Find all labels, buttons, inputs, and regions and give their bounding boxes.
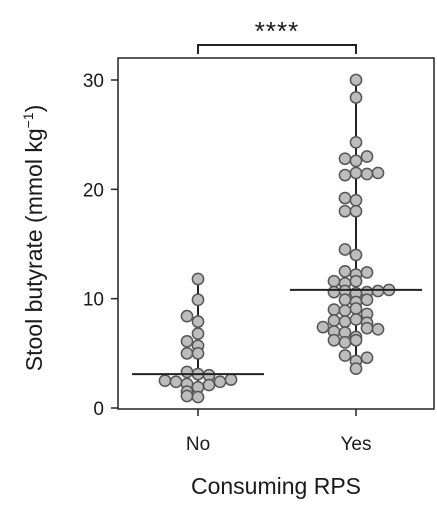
data-point bbox=[191, 272, 205, 286]
data-point bbox=[349, 302, 363, 315]
data-point bbox=[360, 167, 374, 181]
y-axis-title-close: ) bbox=[21, 105, 47, 113]
data-point bbox=[327, 274, 341, 288]
data-point bbox=[191, 390, 205, 404]
significance-bracket-line bbox=[197, 44, 357, 54]
data-point bbox=[338, 336, 352, 349]
data-point bbox=[349, 333, 363, 347]
data-point bbox=[349, 166, 363, 180]
data-point bbox=[360, 150, 374, 163]
data-point bbox=[191, 346, 205, 360]
data-point bbox=[360, 293, 374, 307]
data-point bbox=[327, 285, 341, 299]
data-point bbox=[202, 378, 216, 392]
plot-frame bbox=[117, 57, 435, 410]
data-point bbox=[349, 362, 363, 375]
data-point bbox=[349, 91, 363, 104]
y-axis-title-main: Stool butyrate (mmol kg bbox=[21, 128, 47, 371]
data-point bbox=[349, 73, 363, 87]
x-tick-label: No bbox=[186, 434, 210, 455]
significance-label: **** bbox=[255, 16, 299, 46]
data-point bbox=[360, 266, 374, 279]
y-tick-label: 20 bbox=[83, 180, 104, 201]
data-point bbox=[349, 274, 363, 288]
data-point bbox=[191, 315, 205, 328]
data-point bbox=[338, 264, 352, 278]
data-point bbox=[349, 313, 363, 326]
x-axis-ticks: No Yes bbox=[186, 409, 372, 455]
data-point bbox=[349, 154, 363, 168]
data-point bbox=[191, 327, 205, 341]
data-point bbox=[191, 293, 205, 307]
y-tick-label: 10 bbox=[83, 290, 104, 311]
data-point bbox=[316, 320, 330, 334]
data-point bbox=[338, 152, 352, 166]
y-axis-title: Stool butyrate (mmol kg−1) bbox=[20, 105, 47, 372]
data-point bbox=[327, 314, 341, 327]
data-point bbox=[371, 322, 385, 336]
data-point bbox=[180, 334, 194, 348]
data-point bbox=[349, 204, 363, 218]
x-tick-label: Yes bbox=[341, 434, 372, 455]
data-point bbox=[180, 309, 194, 323]
data-point bbox=[338, 243, 352, 256]
data-point bbox=[338, 168, 352, 182]
data-point bbox=[338, 304, 352, 318]
data-point bbox=[213, 375, 227, 389]
data-point bbox=[349, 135, 363, 149]
data-point bbox=[371, 284, 385, 298]
data-point bbox=[349, 248, 363, 262]
series-layer bbox=[132, 73, 422, 404]
data-point bbox=[224, 373, 238, 386]
significance-bracket: **** bbox=[197, 16, 357, 54]
x-axis-title: Consuming RPS bbox=[191, 473, 361, 499]
data-point bbox=[360, 351, 374, 365]
data-point bbox=[180, 365, 194, 379]
data-point bbox=[371, 166, 385, 180]
data-point bbox=[349, 193, 363, 207]
y-tick-label: 30 bbox=[83, 71, 104, 92]
data-point bbox=[338, 315, 352, 328]
y-tick-label: 0 bbox=[93, 399, 104, 420]
data-point bbox=[338, 204, 352, 218]
data-point bbox=[360, 321, 374, 335]
data-point bbox=[327, 303, 341, 316]
data-point bbox=[180, 346, 194, 360]
y-axis-title-superscript: −1 bbox=[20, 112, 36, 128]
data-point bbox=[169, 375, 183, 389]
data-point bbox=[180, 389, 194, 403]
data-point bbox=[338, 191, 352, 205]
data-point bbox=[327, 333, 341, 347]
data-point bbox=[338, 293, 352, 307]
data-point bbox=[158, 374, 172, 388]
data-point bbox=[338, 349, 352, 362]
y-axis-ticks: 0 10 20 30 bbox=[83, 71, 118, 420]
